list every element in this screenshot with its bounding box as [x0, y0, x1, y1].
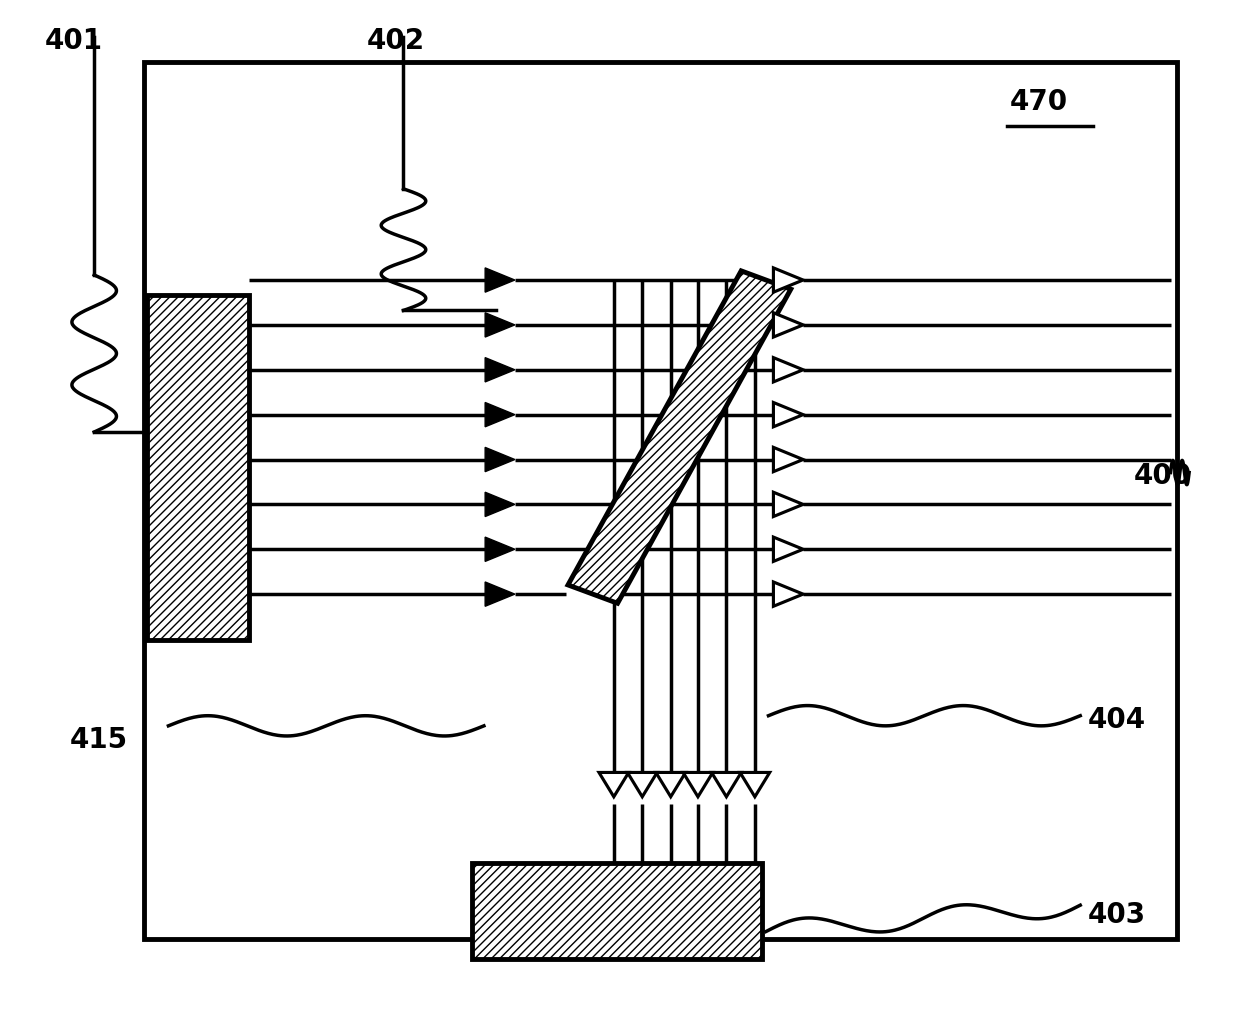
Bar: [148, 296, 249, 640]
Bar: [471, 863, 763, 959]
Polygon shape: [774, 492, 804, 516]
Polygon shape: [774, 358, 804, 382]
Text: 470: 470: [1009, 87, 1068, 116]
Text: 401: 401: [45, 26, 103, 55]
Polygon shape: [740, 772, 770, 797]
Polygon shape: [485, 582, 515, 607]
Polygon shape: [485, 447, 515, 471]
Text: 400: 400: [1133, 462, 1192, 491]
Polygon shape: [599, 772, 629, 797]
Polygon shape: [627, 772, 657, 797]
Text: 415: 415: [69, 725, 128, 754]
Polygon shape: [485, 537, 515, 562]
Polygon shape: [774, 313, 804, 337]
Polygon shape: [774, 268, 804, 293]
Polygon shape: [485, 268, 515, 293]
Polygon shape: [656, 772, 686, 797]
Polygon shape: [485, 492, 515, 516]
Polygon shape: [683, 772, 713, 797]
Polygon shape: [485, 313, 515, 337]
Polygon shape: [568, 271, 791, 604]
Polygon shape: [774, 447, 804, 471]
Bar: [144, 62, 1177, 939]
Polygon shape: [712, 772, 742, 797]
Text: 402: 402: [366, 26, 424, 55]
Polygon shape: [774, 582, 804, 607]
Text: 404: 404: [1087, 705, 1146, 734]
Polygon shape: [485, 358, 515, 382]
Text: 403: 403: [1087, 901, 1146, 929]
Polygon shape: [485, 402, 515, 427]
Polygon shape: [774, 402, 804, 427]
Polygon shape: [774, 537, 804, 562]
